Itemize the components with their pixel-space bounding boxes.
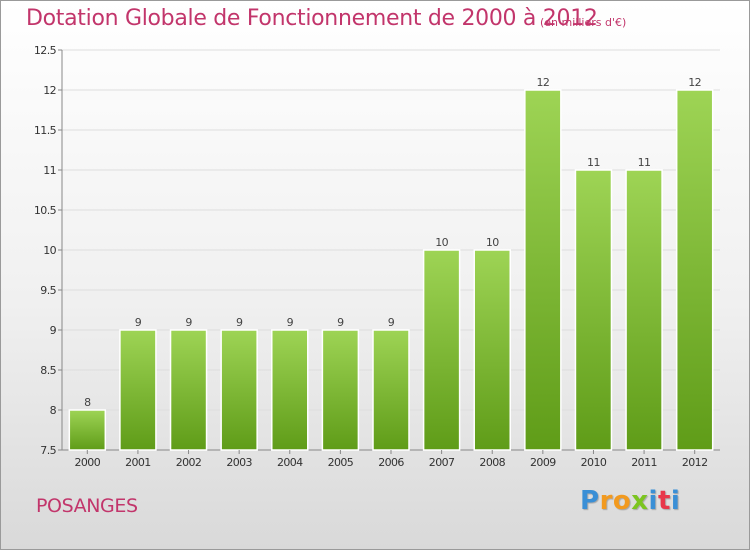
x-tick-label: 2008: [479, 456, 505, 469]
bar-2007: [422, 249, 461, 451]
y-tick-label: 7.5: [40, 444, 56, 457]
y-tick-label: 10: [43, 244, 56, 257]
chart-title: Dotation Globale de Fonctionnement de 20…: [26, 6, 598, 31]
data-label: 11: [638, 156, 651, 169]
x-tick-label: 2000: [75, 456, 101, 469]
logo-letter: i: [670, 486, 681, 516]
bar-2005: [321, 329, 360, 451]
x-tick-label: 2003: [226, 456, 252, 469]
proxiti-logo: Proxiti: [580, 486, 680, 516]
chart-subtitle: (en milliers d'€): [540, 16, 627, 29]
logo-letter: o: [612, 486, 632, 516]
logo-letter: t: [657, 486, 671, 516]
y-tick-label: 11: [43, 164, 56, 177]
bar-2000: [68, 409, 107, 451]
data-label: 10: [486, 236, 499, 249]
x-tick-label: 2007: [429, 456, 455, 469]
logo-letter: r: [599, 486, 613, 516]
logo-letter: x: [631, 486, 649, 516]
x-tick-label: 2010: [581, 456, 607, 469]
data-label: 9: [388, 316, 395, 329]
bar-2006: [372, 329, 410, 451]
y-tick-label: 8.5: [40, 364, 56, 377]
data-label: 9: [337, 316, 344, 329]
data-label: 12: [536, 76, 549, 89]
bar-2011: [625, 169, 663, 451]
y-tick-label: 11.5: [34, 124, 57, 137]
data-label: 12: [688, 76, 701, 89]
logo-letter: P: [580, 486, 600, 516]
data-label: 9: [287, 316, 294, 329]
x-tick-label: 2005: [328, 456, 354, 469]
bar-2012: [675, 89, 714, 451]
x-tick-label: 2011: [631, 456, 657, 469]
logo-letter: i: [648, 486, 658, 516]
x-tick-label: 2009: [530, 456, 556, 469]
y-tick-label: 10.5: [34, 204, 57, 217]
x-tick-label: 2012: [682, 456, 708, 469]
x-tick-label: 2001: [125, 456, 151, 469]
y-tick-label: 9: [50, 324, 57, 337]
data-label: 8: [84, 396, 91, 409]
bar-2002: [169, 329, 208, 451]
y-tick-label: 8: [50, 404, 57, 417]
bar-2001: [119, 329, 157, 451]
data-label: 11: [587, 156, 600, 169]
data-label: 9: [236, 316, 243, 329]
bar-2004: [271, 329, 309, 451]
x-tick-label: 2004: [277, 456, 303, 469]
bar-2003: [220, 329, 258, 451]
x-tick-label: 2002: [176, 456, 202, 469]
place-name: POSANGES: [36, 495, 138, 517]
data-label: 9: [185, 316, 192, 329]
x-tick-label: 2006: [378, 456, 404, 469]
y-tick-label: 12.5: [34, 44, 57, 57]
data-label: 9: [135, 316, 142, 329]
data-label: 10: [435, 236, 448, 249]
y-tick-label: 9.5: [40, 284, 56, 297]
bar-2008: [473, 249, 511, 451]
bar-2010: [574, 169, 613, 451]
y-tick-label: 12: [43, 84, 56, 97]
bar-2009: [524, 89, 562, 451]
